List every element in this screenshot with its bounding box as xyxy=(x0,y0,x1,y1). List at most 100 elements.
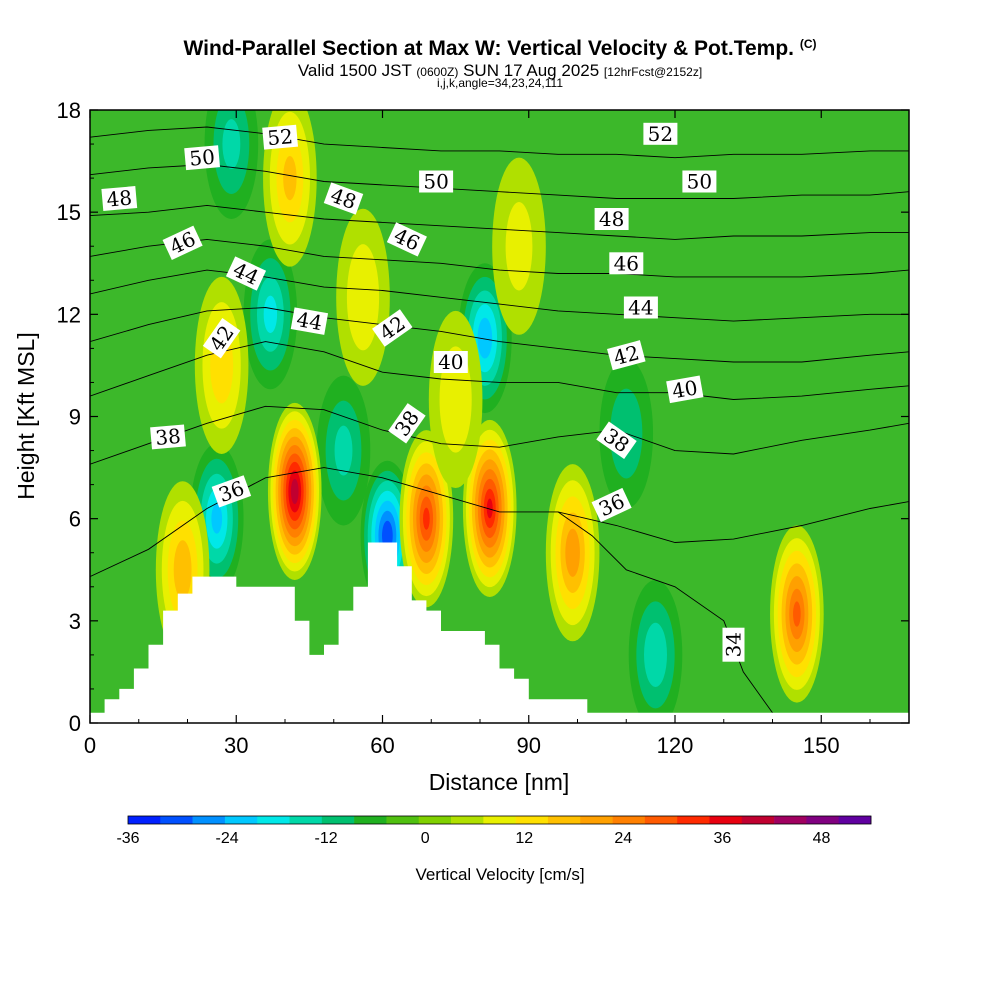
theta-contour-44 xyxy=(90,269,909,322)
y-axis-label: Height [Kft MSL] xyxy=(13,332,39,499)
colorbar-tick-label: 12 xyxy=(515,830,533,847)
contour-label-box xyxy=(609,252,644,275)
theta-contour-50 xyxy=(90,164,909,199)
theta-contour-46 xyxy=(90,238,909,278)
contour-label-box xyxy=(202,317,241,359)
colorbar-swatch xyxy=(128,816,161,824)
contour-label-50: 50 xyxy=(419,170,454,194)
contour-label-40: 40 xyxy=(433,350,468,374)
colorbar-swatch xyxy=(224,816,258,824)
grid-indices: i,j,k,angle=34,23,24,111 xyxy=(437,76,563,90)
contour-label-text: 44 xyxy=(628,296,653,320)
contour-label-text: 52 xyxy=(648,122,673,146)
title-text: Wind-Parallel Section at Max W: Vertical… xyxy=(183,37,794,60)
updraft-level xyxy=(346,244,380,351)
theta-contour-40 xyxy=(90,341,909,400)
updraft-core-8 xyxy=(336,208,390,386)
updraft-level xyxy=(793,601,801,627)
downdraft-level xyxy=(211,503,223,534)
theta-contour-34 xyxy=(557,511,773,714)
updraft-core-2 xyxy=(399,430,454,608)
contour-label-50: 50 xyxy=(682,170,717,194)
copyright-mark: (C) xyxy=(799,37,817,51)
contour-label-44: 44 xyxy=(290,307,329,335)
colorbar-tick-label: 0 xyxy=(421,830,430,847)
colorbar-swatch xyxy=(677,816,710,824)
updraft-core-7 xyxy=(263,110,317,267)
updraft-level xyxy=(423,507,430,530)
colorbar-frame xyxy=(127,815,872,825)
contour-label-40: 40 xyxy=(666,375,704,404)
colorbar-tick-label: 36 xyxy=(714,830,732,847)
contour-label-text: 38 xyxy=(154,424,181,450)
y-tick-label: 18 xyxy=(57,98,81,123)
updraft-level xyxy=(283,155,297,201)
theta-contour-52 xyxy=(90,126,909,159)
colorbar-swatch xyxy=(580,816,613,824)
x-tick-label: 0 xyxy=(84,733,96,758)
contour-label-38: 38 xyxy=(150,424,186,450)
colorbar-tick-label: 24 xyxy=(614,830,632,847)
contour-label-box xyxy=(433,351,468,373)
contour-label-box xyxy=(290,307,329,335)
colorbar-swatch xyxy=(806,816,839,824)
contour-label-50: 50 xyxy=(184,145,220,171)
contour-label-box xyxy=(323,182,364,215)
downdraft-core-4 xyxy=(628,579,683,723)
colorbar-swatch xyxy=(257,816,290,824)
colorbar-swatch xyxy=(515,816,549,824)
colorbar-swatch xyxy=(709,816,743,824)
downdraft-core-6 xyxy=(316,375,371,526)
colorbar-swatch xyxy=(418,816,452,824)
terrain xyxy=(90,542,909,723)
contour-label-52: 52 xyxy=(262,124,298,150)
updraft-level xyxy=(290,478,299,505)
y-tick-label: 12 xyxy=(57,302,81,327)
updraft-core-4 xyxy=(545,464,600,642)
contour-label-48: 48 xyxy=(594,207,629,231)
contour-label-box xyxy=(643,122,678,145)
contour-label-box xyxy=(211,475,252,508)
colorbar-swatch xyxy=(612,816,646,824)
colorbar-swatch xyxy=(838,816,872,824)
contour-label-text: 34 xyxy=(722,632,746,657)
contour-label-48: 48 xyxy=(101,185,138,212)
contour-label-text: 50 xyxy=(423,170,448,194)
x-tick-label: 120 xyxy=(657,733,694,758)
contour-label-box xyxy=(262,124,298,150)
contour-label-box xyxy=(150,424,186,450)
contour-label-box xyxy=(722,627,745,662)
updraft-core-0 xyxy=(267,402,322,580)
updraft-level xyxy=(565,528,580,577)
contour-label-box xyxy=(666,375,704,404)
theta-contour-38 xyxy=(90,405,909,465)
colorbar-swatch xyxy=(321,816,355,824)
y-tick-label: 0 xyxy=(69,711,81,736)
y-tick-label: 3 xyxy=(69,609,81,634)
updraft-core-1 xyxy=(462,419,517,597)
contour-label-text: 46 xyxy=(614,251,639,275)
forecast-info: [12hrFcst@2152z] xyxy=(603,65,703,79)
contour-label-text: 50 xyxy=(687,170,712,194)
chart-title: Wind-Parallel Section at Max W: Vertical… xyxy=(0,37,1000,61)
contour-label-text: 44 xyxy=(295,307,324,335)
x-axis-label: Distance [nm] xyxy=(429,769,570,795)
valid-prefix: Valid 1500 JST xyxy=(297,61,412,80)
contour-label-44: 44 xyxy=(623,296,658,320)
colorbar-swatch xyxy=(354,816,387,824)
x-tick-label: 60 xyxy=(370,733,394,758)
downdraft-level xyxy=(222,119,241,170)
colorbar: -36 -24 -12 0 12 24 36 48 xyxy=(116,815,872,847)
colorbar-swatch xyxy=(386,816,420,824)
contour-label-46: 46 xyxy=(609,251,644,275)
contour-label-box xyxy=(607,340,646,371)
contour-label-box xyxy=(594,208,629,230)
contour-label-box xyxy=(591,487,632,523)
x-tick-label: 90 xyxy=(517,733,541,758)
contour-label-box xyxy=(623,296,658,319)
contour-label-52: 52 xyxy=(643,122,678,146)
contour-label-36: 36 xyxy=(211,475,252,508)
colorbar-tick-label: 48 xyxy=(813,830,831,847)
contour-label-box xyxy=(596,421,637,460)
colorbar-swatch xyxy=(451,816,484,824)
